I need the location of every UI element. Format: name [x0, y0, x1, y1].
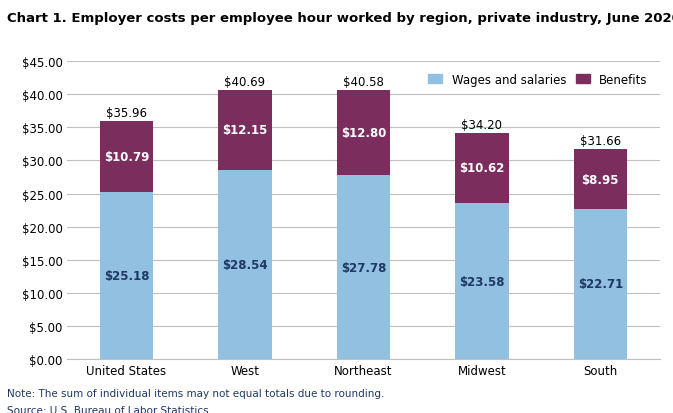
Text: $31.66: $31.66 — [579, 135, 621, 148]
Text: $40.58: $40.58 — [343, 76, 384, 89]
Bar — [218, 171, 272, 359]
Text: $23.58: $23.58 — [459, 275, 505, 288]
Text: $10.79: $10.79 — [104, 151, 149, 164]
Text: $35.96: $35.96 — [106, 107, 147, 120]
Bar — [455, 133, 509, 204]
Bar — [218, 90, 272, 171]
Text: $12.15: $12.15 — [222, 124, 268, 137]
Text: $40.69: $40.69 — [224, 76, 266, 88]
Text: $27.78: $27.78 — [341, 261, 386, 274]
Text: $10.62: $10.62 — [459, 162, 505, 175]
Text: Chart 1. Employer costs per employee hour worked by region, private industry, Ju: Chart 1. Employer costs per employee hou… — [7, 12, 673, 25]
Bar — [455, 204, 509, 359]
Text: $22.71: $22.71 — [577, 278, 623, 291]
Text: $28.54: $28.54 — [222, 259, 268, 271]
Bar — [573, 150, 627, 209]
Bar — [100, 193, 153, 359]
Bar — [336, 176, 390, 359]
Text: $8.95: $8.95 — [581, 173, 619, 186]
Legend: Wages and salaries, Benefits: Wages and salaries, Benefits — [422, 68, 653, 93]
Bar — [573, 209, 627, 359]
Text: $25.18: $25.18 — [104, 270, 149, 282]
Text: $34.20: $34.20 — [462, 119, 502, 131]
Bar — [336, 91, 390, 176]
Bar — [100, 121, 153, 193]
Text: Note: The sum of individual items may not equal totals due to rounding.: Note: The sum of individual items may no… — [7, 388, 384, 398]
Text: Source: U.S. Bureau of Labor Statistics.: Source: U.S. Bureau of Labor Statistics. — [7, 405, 212, 413]
Text: $12.80: $12.80 — [341, 127, 386, 140]
